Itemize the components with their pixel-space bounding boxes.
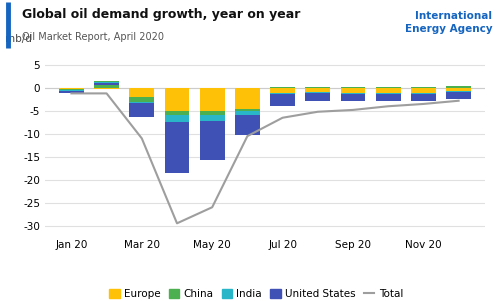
Bar [130, 103, 154, 117]
Bar [200, 88, 224, 111]
Bar [306, 92, 330, 93]
Bar [200, 115, 224, 121]
Bar [376, 94, 400, 101]
Bar [94, 82, 119, 83]
Bar [270, 88, 295, 95]
Bar [130, 97, 154, 102]
Bar [306, 86, 330, 88]
Bar [376, 93, 400, 94]
Bar [164, 88, 190, 111]
Bar [164, 122, 190, 173]
Bar [130, 88, 154, 97]
Text: International
Energy Agency: International Energy Agency [405, 11, 492, 34]
Bar [270, 86, 295, 88]
Bar [164, 115, 190, 122]
Bar [306, 93, 330, 101]
Bar [446, 85, 471, 88]
Bar [270, 94, 295, 106]
Bar [94, 88, 119, 89]
Bar [446, 88, 471, 93]
Legend: Europe, China, India, United States, Total: Europe, China, India, United States, Tot… [106, 285, 407, 301]
Bar [94, 83, 119, 85]
Bar [306, 88, 330, 93]
Bar [411, 88, 436, 95]
Bar [235, 88, 260, 109]
Text: mb/d: mb/d [6, 34, 32, 44]
Bar [59, 91, 84, 93]
Text: Global oil demand growth, year on year: Global oil demand growth, year on year [22, 8, 301, 20]
Bar [59, 88, 84, 89]
Bar [235, 111, 260, 114]
Bar [411, 86, 436, 88]
Bar [340, 86, 365, 88]
Bar [340, 93, 365, 94]
Bar [200, 121, 224, 160]
Bar [446, 92, 471, 99]
Bar [200, 111, 224, 116]
Bar [411, 93, 436, 94]
Bar [411, 94, 436, 101]
Text: Oil Market Report, April 2020: Oil Market Report, April 2020 [22, 32, 165, 42]
Bar [376, 86, 400, 88]
Bar [235, 114, 260, 135]
Bar [340, 88, 365, 95]
Bar [59, 89, 84, 90]
Bar [130, 102, 154, 103]
Bar [164, 111, 190, 116]
Bar [59, 90, 84, 91]
Bar [270, 93, 295, 94]
Bar [94, 81, 119, 88]
Bar [340, 94, 365, 101]
Bar [235, 109, 260, 111]
Bar [376, 88, 400, 95]
Bar [446, 91, 471, 92]
